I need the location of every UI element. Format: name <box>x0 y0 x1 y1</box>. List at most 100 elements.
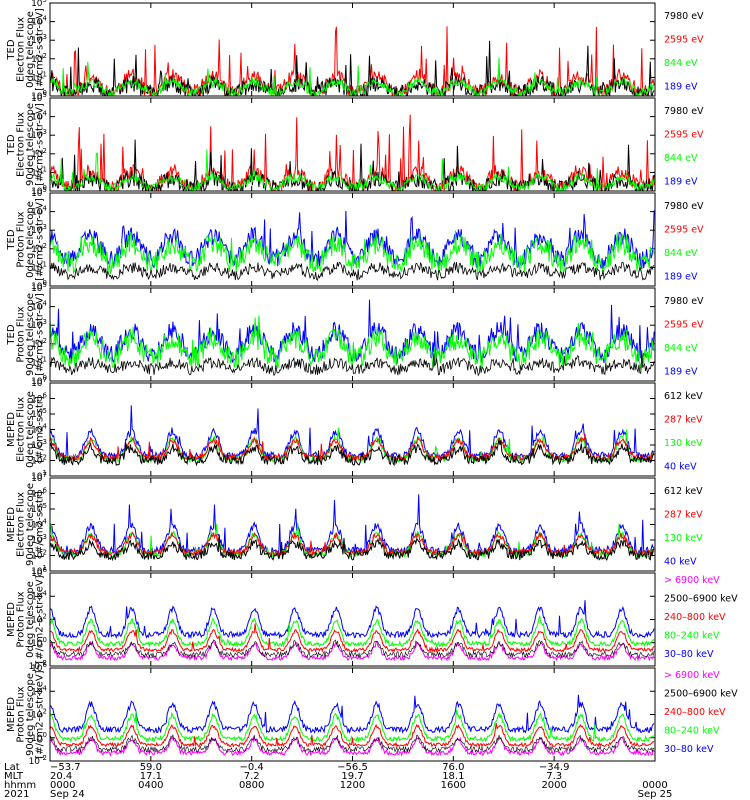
trace-189ev <box>50 210 655 271</box>
ylabel-line: Proton Flux <box>16 686 27 742</box>
footer-lat: 59.0 <box>140 762 162 773</box>
panel-frame <box>49 572 656 667</box>
ylabel-line: 0deg telescope <box>25 391 36 468</box>
panel-frame <box>49 477 656 572</box>
panel-frame <box>49 287 656 382</box>
panel-frame <box>49 97 656 192</box>
footer-date: Sep 24 <box>50 789 85 800</box>
panel-3: TEDProton Flux0deg telescope[#/cm2-s-str… <box>6 186 704 292</box>
ylabel-line: MEPED <box>6 602 17 637</box>
legend-entry: 7980 eV <box>664 11 704 22</box>
ylabel-line: 90deg telescope <box>25 293 36 376</box>
legend-entry: 40 keV <box>664 462 697 473</box>
ylabel-line: TED <box>6 229 17 250</box>
ylabel-line: 0deg telescope <box>25 581 36 658</box>
ylabel-line: Electron Flux <box>16 397 27 462</box>
legend-entry: 2500–6900 keV <box>664 594 738 605</box>
panel-1: TEDElectron Flux0deg telescope[#/cm2-s-s… <box>6 0 704 102</box>
ylabel-line: 90deg telescope <box>25 103 36 186</box>
ylabel-line: 0deg telescope <box>25 201 36 278</box>
panel-4-traces <box>50 299 655 377</box>
legend-entry: 80–240 keV <box>664 631 720 642</box>
trace-80-240kev <box>50 615 655 648</box>
footer-hhmm: 0000 <box>642 780 667 791</box>
panel-6-traces <box>50 494 655 562</box>
legend-entry: 287 keV <box>664 415 703 426</box>
panel-5-ylabel: MEPEDElectron Flux0deg telescope[#/cm2-s… <box>6 391 46 468</box>
trace-612kev <box>50 439 655 467</box>
ylabel-line: [#/cm2-s-str-keV] <box>35 575 46 663</box>
legend-entry: 844 eV <box>664 343 698 354</box>
legend-entry: 7980 eV <box>664 201 704 212</box>
trace-844ev <box>50 149 655 191</box>
footer-lat: −0.4 <box>240 762 264 773</box>
footer-row-label-year: 2021 <box>4 789 29 800</box>
panel-1-ylabel: TEDElectron Flux0deg telescope[#/cm2-s-s… <box>6 8 46 91</box>
trace-2500-6900kev <box>50 733 655 754</box>
panel-3-ylabel: TEDProton Flux0deg telescope[#/cm2-s-str… <box>6 198 46 281</box>
ylabel-line: [#/cm2-s-str-eV] <box>35 198 46 281</box>
legend-entry: 189 eV <box>664 177 698 188</box>
panel-8: MEPEDProton Flux90deg telescope[#/cm2-s-… <box>6 661 738 767</box>
trace-240-800kev <box>50 723 655 748</box>
ylabel-line: MEPED <box>6 412 17 447</box>
trace-gt-6900kev <box>50 736 655 757</box>
ylabel-line: [#/cm2-s-str-eV] <box>35 8 46 91</box>
ylabel-line: [#/cm2-s-str-eV] <box>35 103 46 186</box>
footer-mlt: 18.1 <box>442 771 464 782</box>
legend-entry: 2595 eV <box>664 225 704 236</box>
trace-2500-6900kev <box>50 639 655 659</box>
legend-entry: 40 keV <box>664 557 697 568</box>
legend-entry: 7980 eV <box>664 296 704 307</box>
footer-row-label-hhmm: hhmm <box>4 780 36 791</box>
legend-entry: 130 keV <box>664 533 703 544</box>
legend-entry: 189 eV <box>664 272 698 283</box>
legend-entry: 612 keV <box>664 486 703 497</box>
ylabel-line: MEPED <box>6 507 17 542</box>
ylabel-line: [#/cm2-s-str] <box>35 491 46 558</box>
legend-entry: 189 eV <box>664 82 698 93</box>
panel-frame <box>49 192 656 287</box>
trace-7980ev <box>50 261 655 281</box>
legend-entry: 2595 eV <box>664 130 704 141</box>
panel-1-traces <box>50 26 655 96</box>
panel-2: TEDElectron Flux90deg telescope[#/cm2-s-… <box>6 91 704 197</box>
footer-hhmm: 2000 <box>541 780 566 791</box>
legend-entry: 130 keV <box>664 438 703 449</box>
trace-gt-6900kev <box>50 640 655 662</box>
ylabel-line: Proton Flux <box>16 306 27 362</box>
footer-row-label-lat: Lat <box>4 762 20 773</box>
footer-lat: −56.5 <box>337 762 368 773</box>
panel-8-traces <box>50 694 655 757</box>
ylabel-line: Electron Flux <box>16 17 27 82</box>
trace-612kev <box>50 534 655 562</box>
footer-lat: −53.7 <box>50 762 81 773</box>
footer-lat: 76.0 <box>442 762 464 773</box>
panel-2-traces <box>50 114 655 191</box>
legend-entry: 2595 eV <box>664 35 704 46</box>
footer-hhmm: 0400 <box>138 780 163 791</box>
panel-5: MEPEDElectron Flux0deg telescope[#/cm2-s… <box>6 376 703 482</box>
panel-frame <box>49 382 656 477</box>
ylabel-line: MEPED <box>6 697 17 732</box>
legend-entry: 30–80 keV <box>664 744 714 755</box>
legend-entry: > 6900 keV <box>664 575 720 586</box>
legend-entry: 30–80 keV <box>664 649 714 660</box>
ylabel-line: Electron Flux <box>16 492 27 557</box>
footer-mlt: 7.3 <box>546 771 562 782</box>
legend-entry: 287 keV <box>664 510 703 521</box>
panel-7-traces <box>50 600 655 662</box>
legend-entry: > 6900 keV <box>664 670 720 681</box>
legend-entry: 189 eV <box>664 367 698 378</box>
ylabel-line: [#/cm2-s-str-eV] <box>35 293 46 376</box>
panel-6-ylabel: MEPEDElectron Flux90deg telescope[#/cm2-… <box>6 483 46 566</box>
legend-entry: 844 eV <box>664 58 698 69</box>
panel-4-ylabel: TEDProton Flux90deg telescope[#/cm2-s-st… <box>6 293 46 376</box>
ylabel-line: Electron Flux <box>16 112 27 177</box>
ylabel-line: TED <box>6 134 17 155</box>
panels: TEDElectron Flux0deg telescope[#/cm2-s-s… <box>6 0 738 767</box>
ylabel-line: TED <box>6 324 17 345</box>
panel-2-ylabel: TEDElectron Flux90deg telescope[#/cm2-s-… <box>6 103 46 186</box>
